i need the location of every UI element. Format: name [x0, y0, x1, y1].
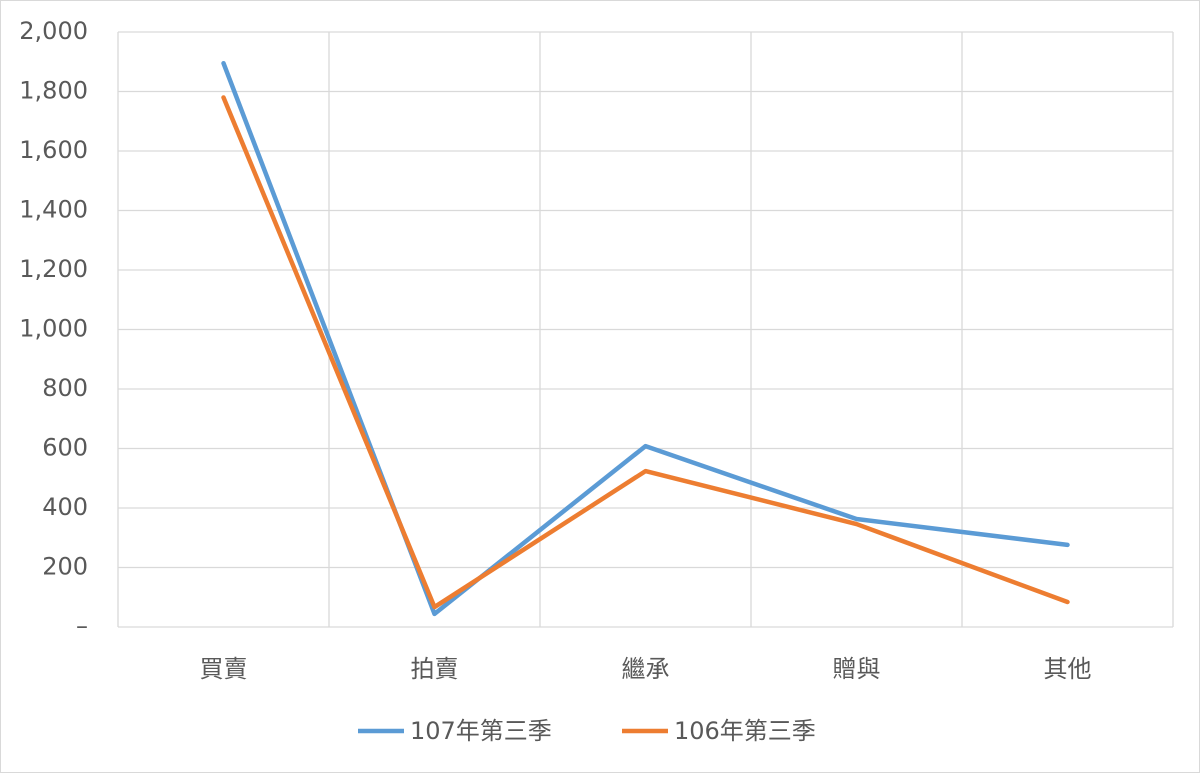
- y-tick-label: 800: [42, 374, 88, 402]
- y-tick-label: –: [76, 612, 88, 640]
- y-tick-label: 1,000: [19, 315, 88, 343]
- y-tick-label: 200: [42, 553, 88, 581]
- x-tick-label: 拍賣: [411, 655, 459, 683]
- y-tick-label: 1,800: [19, 77, 88, 105]
- x-tick-label: 繼承: [622, 655, 670, 683]
- y-tick-label: 1,400: [19, 196, 88, 224]
- y-tick-label: 2,000: [19, 17, 88, 45]
- series-line: [221, 95, 1070, 610]
- y-tick-label: 1,200: [19, 255, 88, 283]
- x-tick-label: 買賣: [200, 655, 248, 683]
- y-tick-label: 400: [42, 493, 88, 521]
- x-tick-label: 其他: [1044, 655, 1092, 683]
- y-tick-label: 1,600: [19, 136, 88, 164]
- legend-label: 106年第三季: [674, 717, 816, 745]
- x-tick-label: 贈與: [833, 655, 881, 683]
- series-line: [221, 60, 1070, 617]
- legend-label: 107年第三季: [410, 717, 552, 745]
- y-tick-label: 600: [42, 434, 88, 462]
